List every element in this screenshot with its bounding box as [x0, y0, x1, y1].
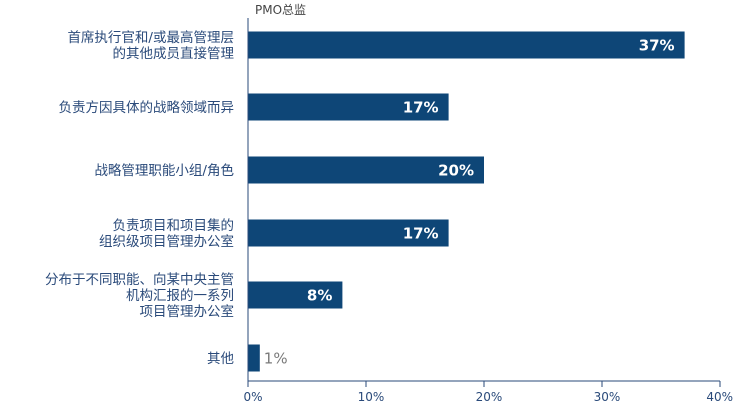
- category-label-line: 负责项目和项目集的: [113, 218, 235, 234]
- category-label-line: 组织级项目管理办公室: [99, 233, 234, 250]
- bar: [248, 281, 343, 309]
- category-label: 分布于不同职能、向某中央主管机构汇报的一系列项目管理办公室: [45, 272, 234, 320]
- bars: [248, 31, 685, 372]
- category-label-line: 首席执行官和/或最高管理层: [67, 29, 234, 46]
- category-label-line: 负责方因具体的战略领域而异: [59, 100, 235, 116]
- category-label-line: 项目管理办公室: [140, 303, 235, 320]
- category-label-line: 分布于不同职能、向某中央主管: [45, 272, 234, 288]
- value-label: 17%: [403, 99, 439, 117]
- category-label-line: 的其他成员直接管理: [113, 45, 235, 62]
- category-label: 其他: [207, 351, 234, 367]
- bar: [248, 93, 449, 121]
- bar: [248, 219, 449, 247]
- category-label: 战略管理职能小组/角色: [94, 162, 234, 179]
- category-label: 负责方因具体的战略领域而异: [59, 100, 235, 116]
- series-title: PMO总监: [255, 3, 306, 17]
- bar: [248, 344, 260, 372]
- category-label-line: 战略管理职能小组/角色: [94, 162, 234, 179]
- category-label-line: 其他: [207, 351, 234, 367]
- category-label: 首席执行官和/或最高管理层的其他成员直接管理: [67, 29, 234, 62]
- x-tick-label: 20%: [476, 390, 503, 404]
- x-tick-label: 40%: [706, 390, 733, 404]
- category-label-line: 机构汇报的一系列: [126, 288, 234, 304]
- category-label: 负责项目和项目集的组织级项目管理办公室: [99, 218, 234, 250]
- x-tick-label: 0%: [243, 390, 262, 404]
- x-tick-label: 10%: [358, 390, 385, 404]
- x-tick-label: 30%: [594, 390, 621, 404]
- value-labels: 37% 17% 20% 17% 8% 1%: [264, 37, 675, 368]
- value-label: 20%: [438, 162, 474, 180]
- category-labels: 首席执行官和/或最高管理层的其他成员直接管理负责方因具体的战略领域而异战略管理职…: [45, 29, 234, 367]
- value-label: 17%: [403, 225, 439, 243]
- axes: 0% 10% 20% 30% 40%: [243, 18, 733, 404]
- value-label: 1%: [264, 350, 288, 368]
- value-label: 37%: [639, 37, 675, 55]
- bar: [248, 156, 484, 184]
- value-label: 8%: [307, 287, 332, 305]
- bar: [248, 31, 685, 59]
